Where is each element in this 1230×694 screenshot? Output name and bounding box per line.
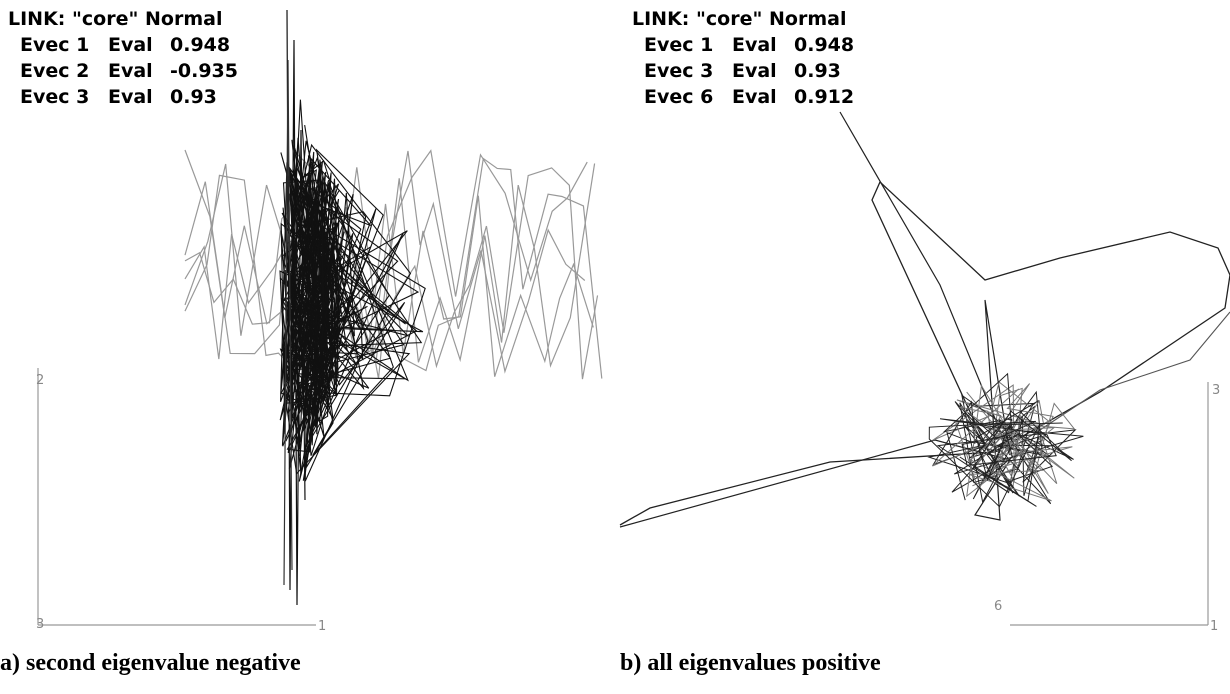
evec-name: Evec 3	[644, 60, 713, 82]
trajectory	[184, 167, 599, 380]
caption: a) second eigenvalue negative	[0, 650, 301, 676]
trajectory	[184, 174, 594, 380]
eval-value: 0.93	[170, 86, 217, 108]
panel-header: LINK: "core" Normal	[632, 8, 846, 30]
eval-label: Eval	[732, 34, 777, 56]
eval-label: Eval	[108, 86, 153, 108]
axis-label: 2	[36, 373, 44, 388]
eval-value: 0.948	[170, 34, 230, 56]
eigen-list: Evec 1 Eval 0.948 Evec 2 Eval -0.935 Evec 3 Eva…	[20, 34, 854, 108]
trajectory	[619, 180, 1230, 526]
trajectory	[928, 400, 1072, 508]
evec-name: Evec 6	[644, 86, 713, 108]
axes	[37, 368, 1209, 626]
evec-name: Evec 1	[644, 34, 713, 56]
eval-value: -0.935	[170, 60, 238, 82]
caption: b) all eigenvalues positive	[620, 650, 881, 676]
eval-value: 0.912	[794, 86, 854, 108]
axis-label: 6	[994, 599, 1002, 614]
eval-label: Eval	[732, 86, 777, 108]
axis-label: 3	[1212, 383, 1220, 398]
eval-label: Eval	[732, 60, 777, 82]
axis-label: 1	[318, 619, 326, 634]
eval-label: Eval	[108, 34, 153, 56]
axis-label: 3	[36, 617, 44, 632]
trajectory	[184, 157, 603, 379]
panel-header: LINK: "core" Normal	[8, 8, 222, 30]
trajectory	[999, 311, 1230, 456]
eval-value: 0.93	[794, 60, 841, 82]
trajectory	[283, 59, 293, 586]
trajectories	[184, 9, 1230, 606]
trajectory	[619, 111, 1011, 528]
evec-name: Evec 1	[20, 34, 89, 56]
eval-label: Eval	[108, 60, 153, 82]
evec-name: Evec 2	[20, 60, 89, 82]
evec-name: Evec 3	[20, 86, 89, 108]
axis-label: 1	[1210, 619, 1218, 634]
eval-value: 0.948	[794, 34, 854, 56]
trajectory	[285, 147, 399, 454]
trajectory	[286, 9, 306, 606]
